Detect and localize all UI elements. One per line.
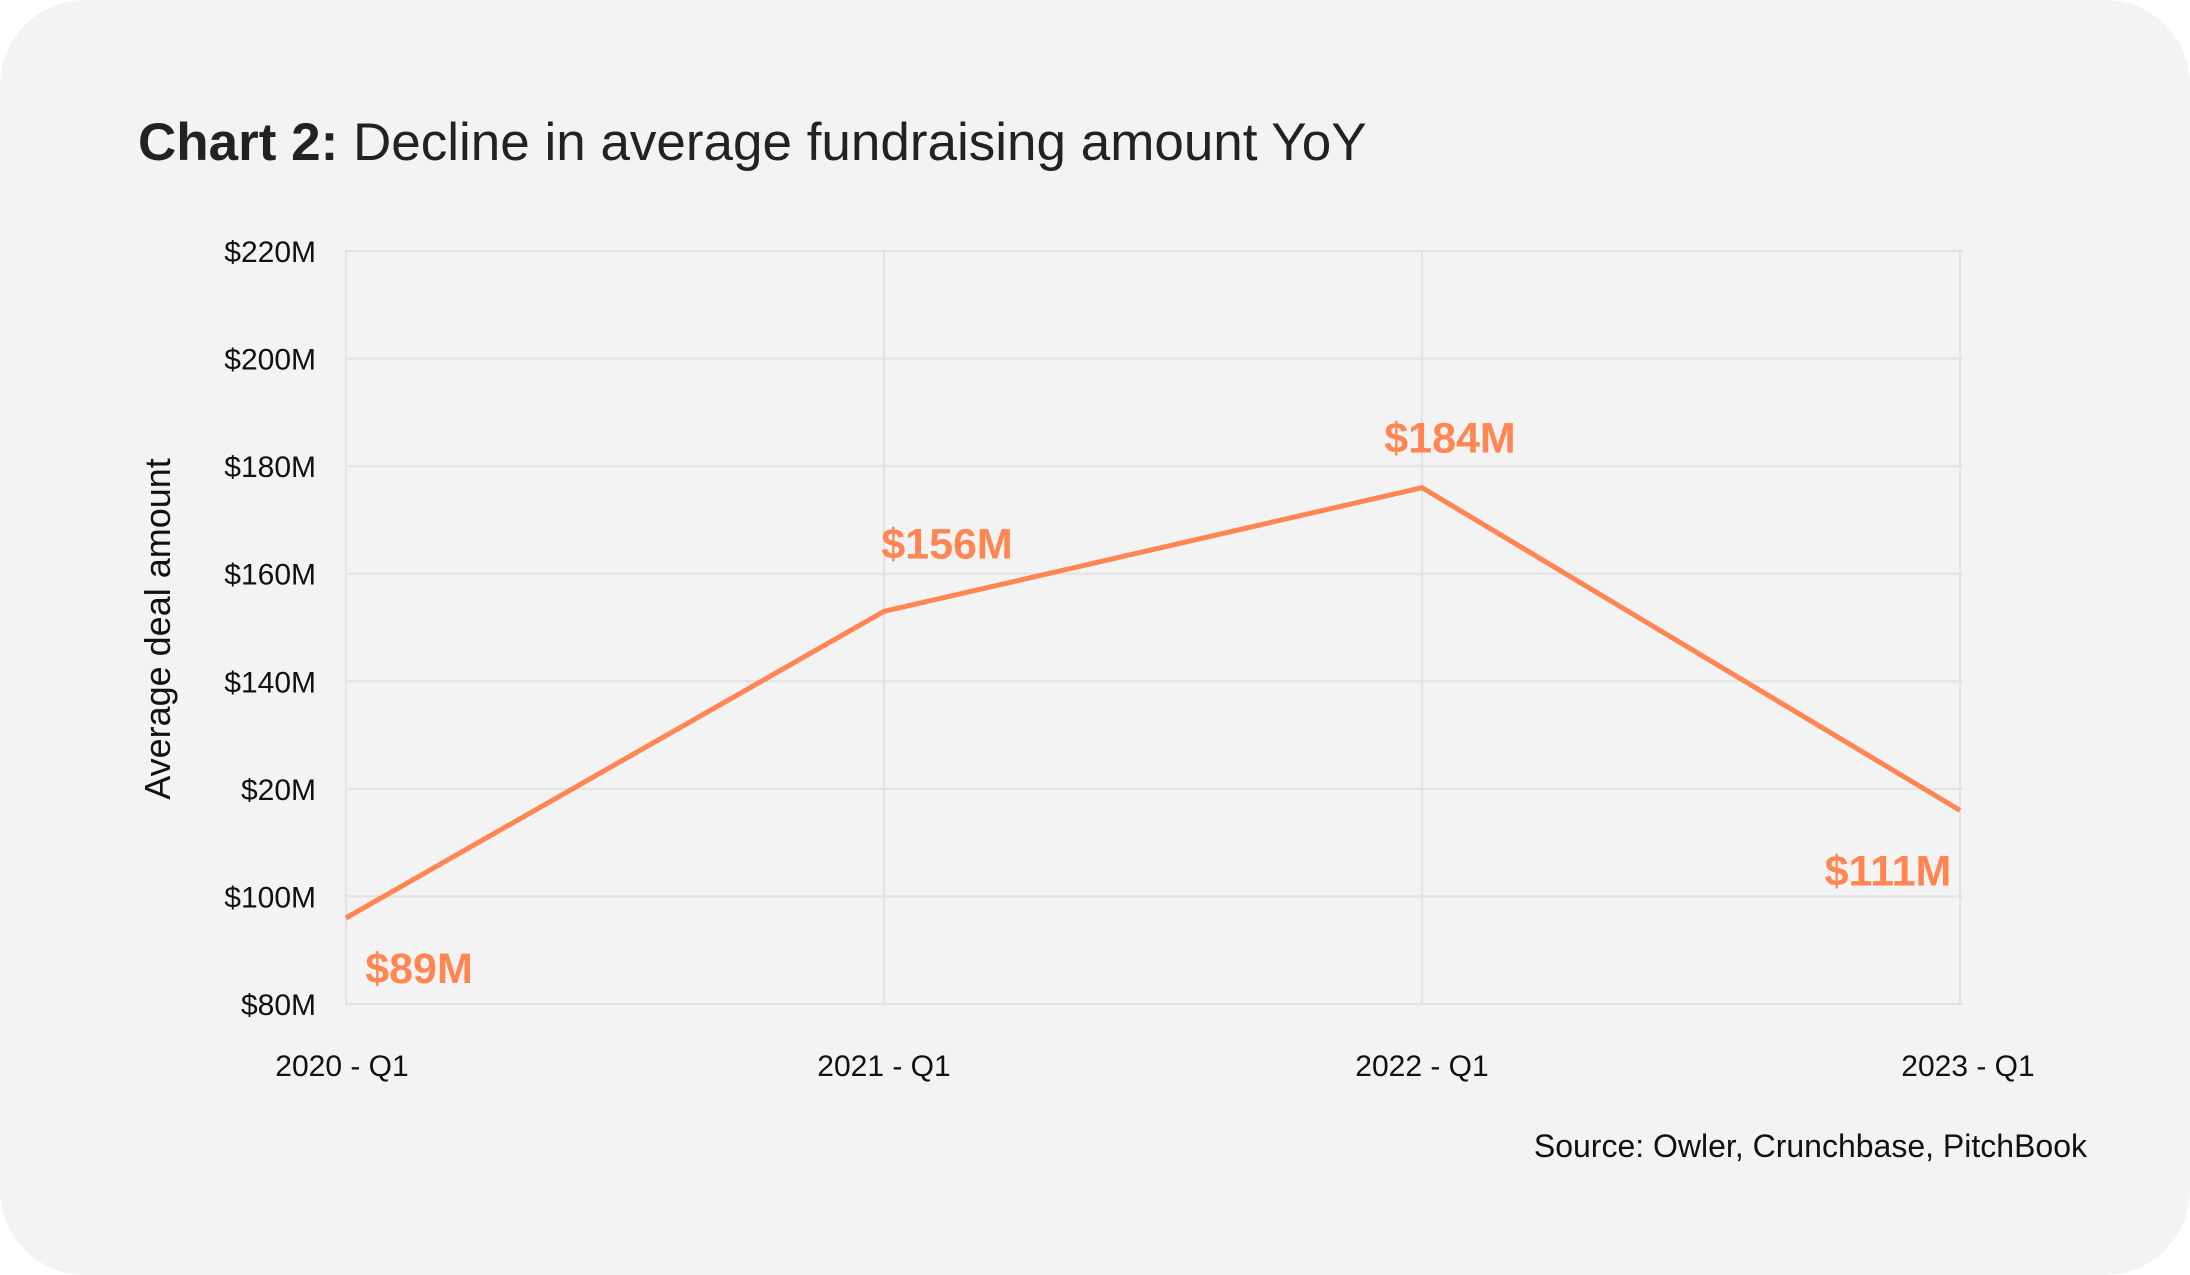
chart-title-prefix: Chart 2: [138,113,339,172]
source-note: Source: Owler, Crunchbase, PitchBook [1533,1128,2087,1164]
chart-title-text: Decline in average fundraising amount Yo… [353,113,1367,172]
y-tick-label: $180M [224,451,316,484]
data-label: $111M [1825,847,1952,895]
x-tick-label: 2020 - Q1 [275,1050,408,1083]
data-label: $184M [1384,415,1515,463]
data-label: $89M [365,945,473,993]
data-label: $156M [881,520,1012,568]
y-tick-label: $100M [224,881,316,914]
series-line [344,485,1962,921]
y-axis-label: Average deal amount [137,458,178,800]
y-tick-label: $220M [224,236,316,269]
y-tick-label: $20M [241,774,316,807]
y-tick-label: $160M [224,559,316,592]
x-tick-label: 2022 - Q1 [1355,1050,1488,1083]
y-tick-label: $140M [224,666,316,699]
x-tick-label: 2021 - Q1 [817,1050,950,1083]
x-tick-label: 2023 - Q1 [1901,1050,2034,1083]
y-tick-label: $200M [224,344,316,377]
y-tick-label: $80M [241,989,316,1022]
chart-title: Chart 2: Decline in average fundraising … [138,112,1367,173]
